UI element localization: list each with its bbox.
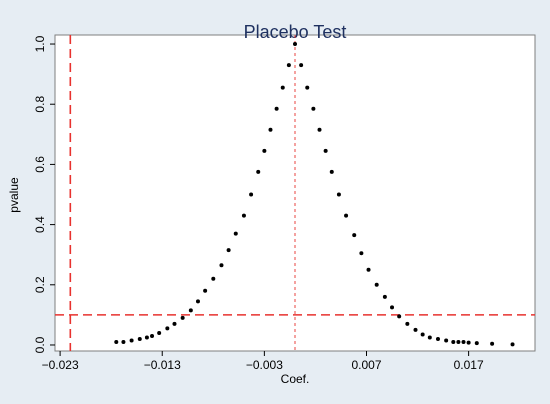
data-point	[249, 192, 254, 197]
data-point	[144, 335, 149, 340]
data-point	[150, 333, 155, 338]
chart-title: Placebo Test	[244, 22, 347, 42]
data-point	[195, 299, 200, 304]
data-point	[311, 106, 316, 111]
x-tick-label: 0.017	[454, 358, 484, 372]
data-point	[233, 231, 238, 236]
data-point	[490, 341, 495, 346]
data-point	[219, 263, 224, 268]
data-point	[344, 213, 349, 218]
data-point	[359, 251, 364, 256]
data-point	[352, 233, 357, 238]
data-point	[397, 314, 402, 319]
y-axis-label: pvalue	[7, 177, 21, 213]
x-tick-label: −0.023	[42, 358, 79, 372]
data-point	[256, 169, 261, 174]
y-tick-label: 1.0	[33, 35, 47, 52]
data-point	[226, 248, 231, 253]
data-point	[510, 342, 515, 347]
data-point	[374, 282, 379, 287]
data-point	[262, 148, 267, 153]
data-point	[280, 85, 285, 90]
data-point	[137, 336, 142, 341]
data-point	[286, 63, 291, 68]
data-point	[172, 321, 177, 326]
x-tick-label: 0.007	[351, 358, 381, 372]
data-point	[435, 336, 440, 341]
data-point	[157, 330, 162, 335]
data-point	[299, 63, 304, 68]
data-point	[203, 288, 208, 293]
data-point	[336, 192, 341, 197]
data-point	[241, 213, 246, 218]
points-layer	[114, 42, 515, 347]
data-point	[451, 339, 456, 344]
data-point	[427, 335, 432, 340]
x-tick-label: −0.003	[246, 358, 283, 372]
data-point	[474, 341, 479, 346]
data-point	[405, 321, 410, 326]
y-tick-label: 0.8	[33, 96, 47, 113]
data-point	[420, 332, 425, 337]
data-point	[121, 339, 126, 344]
data-point	[305, 85, 310, 90]
y-tick-label: 0.6	[33, 156, 47, 173]
x-tick-label: −0.013	[144, 358, 181, 372]
data-point	[390, 305, 395, 310]
y-tick-label: 0.4	[33, 216, 47, 233]
data-point	[461, 339, 466, 344]
data-point	[165, 326, 170, 331]
data-point	[180, 315, 185, 320]
data-point	[293, 42, 297, 47]
data-point	[129, 338, 134, 343]
data-point	[382, 294, 387, 299]
y-tick-label: 0.2	[33, 276, 47, 293]
y-tick-label: 0.0	[33, 336, 47, 353]
data-point	[188, 308, 193, 313]
data-point	[211, 276, 216, 281]
data-point	[329, 169, 334, 174]
data-point	[366, 267, 371, 272]
data-point	[413, 327, 418, 332]
axes-layer: −0.023 −0.013 −0.003 0.007 0.017 0.0 0.2 0.4 0.6…	[33, 35, 484, 372]
data-point	[317, 127, 322, 132]
data-point	[466, 340, 471, 345]
data-point	[274, 106, 279, 111]
data-point	[444, 338, 449, 343]
data-point	[323, 148, 328, 153]
data-point	[114, 339, 119, 344]
data-point	[456, 339, 461, 344]
reference-lines-layer	[55, 35, 535, 351]
x-axis-label: Coef.	[281, 372, 310, 386]
data-point	[268, 127, 273, 132]
